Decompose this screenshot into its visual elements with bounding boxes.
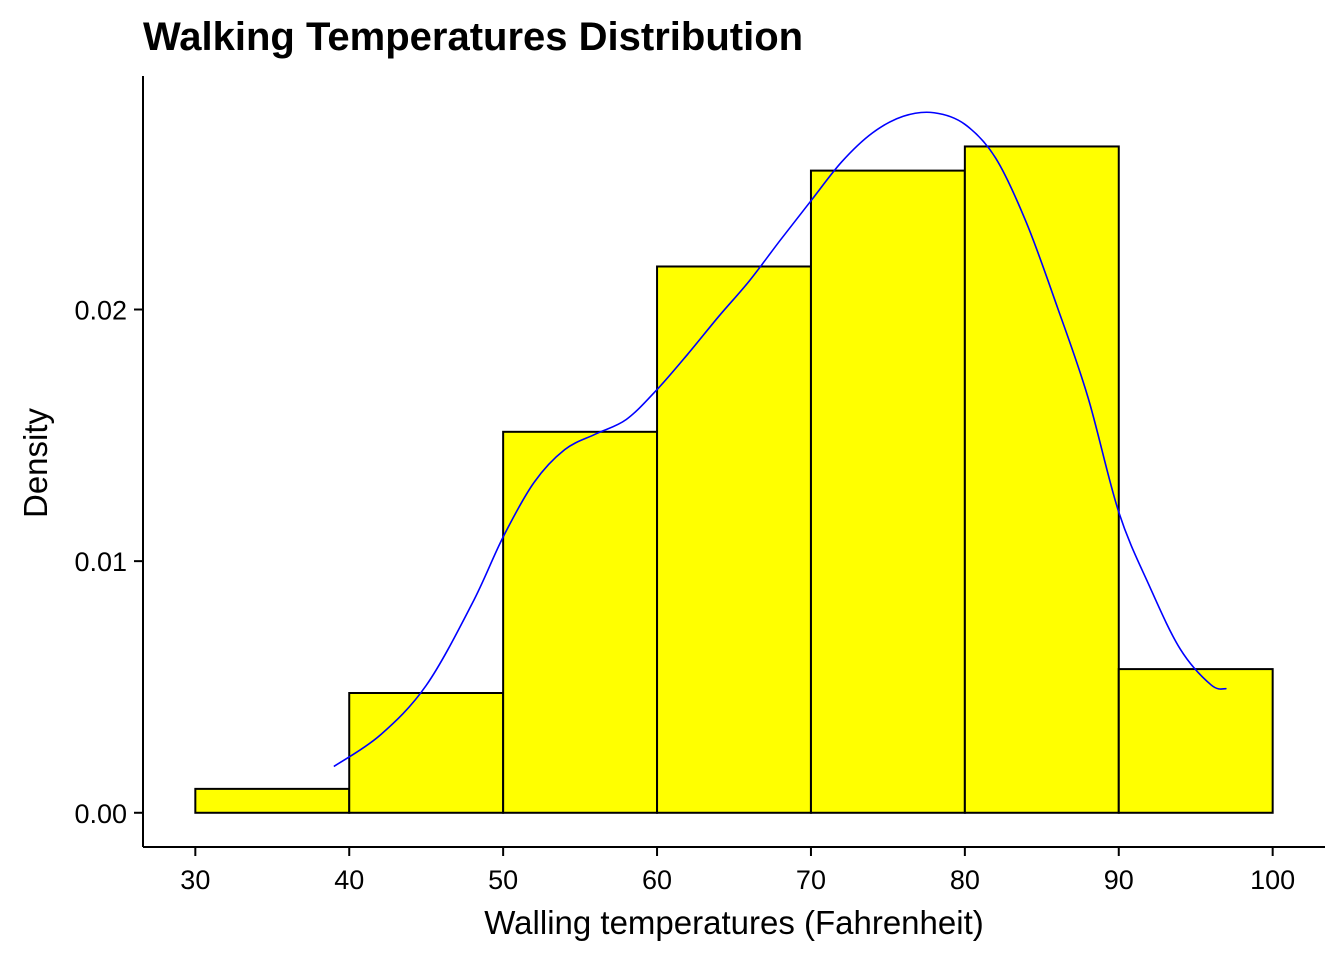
y-tick-label-0.01: 0.01 (74, 547, 127, 577)
x-tick-label-50: 50 (488, 865, 518, 895)
x-axis-label: Walling temperatures (Fahrenheit) (484, 904, 983, 941)
y-tick-label-0.00: 0.00 (74, 799, 127, 829)
bars-group (194, 145, 1274, 814)
y-tick-label-0.02: 0.02 (74, 296, 127, 326)
x-tick-label-30: 30 (180, 865, 210, 895)
histogram-bar-30-40 (194, 787, 351, 814)
histogram-bar-90-100 (1117, 668, 1274, 814)
density-curve (333, 111, 1227, 768)
histogram-bar-70-80 (809, 169, 966, 814)
x-tick-label-60: 60 (642, 865, 672, 895)
histogram-bar-60-70 (656, 265, 812, 814)
x-tick-label-100: 100 (1250, 865, 1295, 895)
x-ticks-group: 30 40 50 60 70 80 90 100 (180, 847, 1295, 895)
x-tick-label-80: 80 (950, 865, 980, 895)
x-tick-label-90: 90 (1104, 865, 1134, 895)
y-axis-label: Density (17, 407, 54, 518)
histogram-bar-50-60 (502, 430, 659, 814)
x-tick-label-40: 40 (334, 865, 364, 895)
chart-title: Walking Temperatures Distribution (143, 15, 803, 59)
y-ticks-group: 0.00 0.01 0.02 (74, 296, 143, 829)
histogram-bar-40-50 (348, 692, 505, 814)
histogram-bar-80-90 (963, 145, 1120, 814)
x-tick-label-70: 70 (796, 865, 826, 895)
